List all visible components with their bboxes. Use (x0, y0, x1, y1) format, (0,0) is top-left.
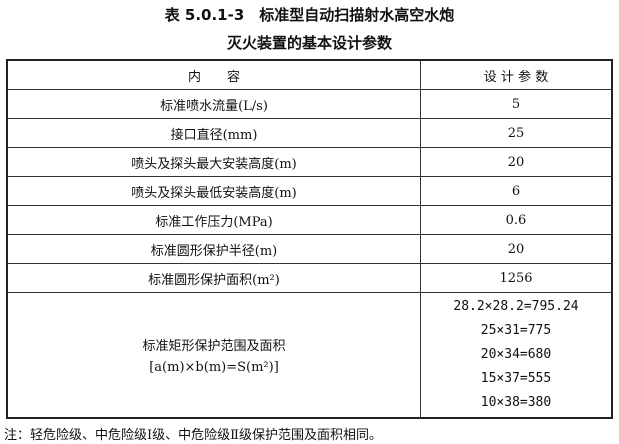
table-row: 标准圆形保护面积(m²) 1256 (6, 263, 613, 293)
row-label: 标准圆形保护半径(m) (6, 234, 421, 264)
row-value: 20 (420, 234, 613, 264)
row-label: 接口直径(mm) (6, 118, 421, 148)
rect-value: 20×34=680 (480, 347, 552, 362)
row-label: 标准矩形保护范围及面积 [a(m)×b(m)=S(m²)] (6, 292, 421, 419)
row-label: 标准喷水流量(L/s) (6, 89, 421, 119)
table-row: 标准喷水流量(L/s) 5 (6, 89, 613, 119)
row-values: 28.2×28.2=795.24 25×31=775 20×34=680 15×37=… (420, 292, 613, 419)
table-title-line1: 表 5.0.1-3 标准型自动扫描射水高空水炮 (164, 6, 455, 24)
row-value: 1256 (420, 263, 613, 293)
label-line1: 标准矩形保护范围及面积 (142, 339, 286, 354)
rect-value: 25×31=775 (480, 323, 552, 338)
row-value: 5 (420, 89, 613, 119)
row-label: 喷头及探头最大安装高度(m) (6, 147, 421, 177)
header-parameter: 设 计 参 数 (420, 59, 613, 90)
parameters-table: 内 容 设 计 参 数 标准喷水流量(L/s) 5 接口直径(mm) 25 喷头及探头最… (6, 59, 613, 419)
table-row: 接口直径(mm) 25 (6, 118, 613, 148)
header-content: 内 容 (6, 59, 421, 90)
table-row: 标准圆形保护半径(m) 20 (6, 234, 613, 264)
row-value: 6 (420, 176, 613, 206)
table-title-line2: 灭火装置的基本设计参数 (226, 34, 392, 52)
row-value: 25 (420, 118, 613, 148)
row-label: 标准工作压力(MPa) (6, 205, 421, 235)
row-label: 标准圆形保护面积(m²) (6, 263, 421, 293)
table-row: 喷头及探头最大安装高度(m) 20 (6, 147, 613, 177)
table-note: 注：轻危险级、中危险级Ⅰ级、中危险级Ⅱ级保护范围及面积相同。 (4, 428, 382, 443)
rect-value: 10×38=380 (480, 395, 552, 410)
row-value: 20 (420, 147, 613, 177)
row-label: 喷头及探头最低安装高度(m) (6, 176, 421, 206)
table-row: 标准矩形保护范围及面积 [a(m)×b(m)=S(m²)] 28.2×28.2=79… (6, 292, 613, 419)
label-line2: [a(m)×b(m)=S(m²)] (149, 360, 279, 375)
table-row: 标准工作压力(MPa) 0.6 (6, 205, 613, 235)
rect-value: 15×37=555 (480, 371, 552, 386)
rect-value: 28.2×28.2=795.24 (453, 299, 579, 314)
table-header-row: 内 容 设 计 参 数 (6, 59, 613, 90)
row-value: 0.6 (420, 205, 613, 235)
table-row: 喷头及探头最低安装高度(m) 6 (6, 176, 613, 206)
